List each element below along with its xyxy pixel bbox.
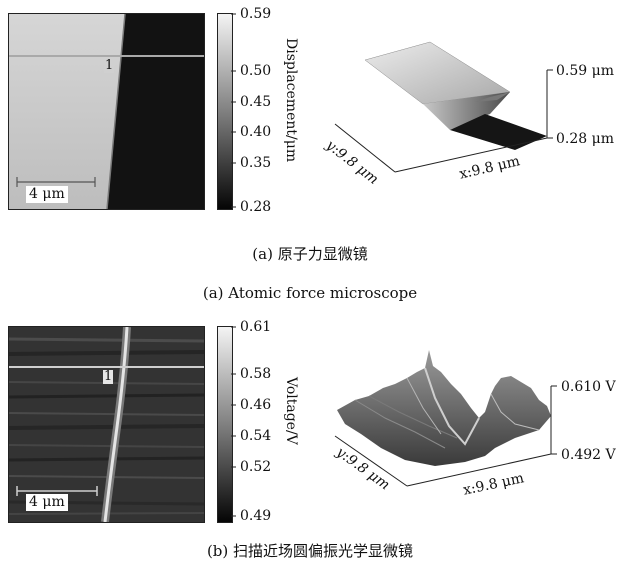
snom-line-marker: 1 [103,369,114,384]
afm-colorbar-tick: 0.40 [240,124,272,140]
afm-3d-min-label: 0.28 μm [556,131,614,147]
snom-3d-min-label: 0.492 V [561,447,616,463]
snom-colorbar-tick: 0.52 [240,459,272,475]
snom-colorbar-label: Voltage/V [283,377,299,445]
afm-line-marker: 1 [104,58,115,73]
afm-caption-chinese: (a) 原子力显微镜 [252,245,368,263]
snom-colorbar-tick: 0.58 [240,366,272,382]
afm-scale-bar-label: 4 μm [26,186,68,203]
snom-colorbar-ticks [231,326,236,517]
afm-colorbar-tick: 0.50 [240,63,272,79]
afm-colorbar-label: Displacement/μm [283,38,299,163]
snom-scale-bar-label: 4 μm [26,494,68,511]
snom-scan-texture [9,327,204,522]
snom-colorbar-tick: 0.54 [240,428,272,444]
afm-colorbar-tick: 0.59 [240,6,272,22]
snom-3d-surface [334,350,557,487]
afm-colorbar-ticks [231,13,236,208]
snom-colorbar-tick: 0.61 [240,319,272,335]
afm-scan-texture [9,14,204,209]
afm-colorbar-tick: 0.28 [240,199,272,215]
afm-caption-english: (a) Atomic force microscope [202,284,418,302]
snom-caption-chinese: (b) 扫描近场圆偏振光学显微镜 [206,542,414,560]
snom-colorbar-tick: 0.46 [240,397,272,413]
snom-colorbar [217,326,233,523]
afm-scan-image [8,13,205,210]
afm-colorbar [217,13,233,210]
snom-3d-max-label: 0.610 V [561,379,616,395]
snom-colorbar-tick: 0.49 [240,508,272,524]
snom-scan-image [8,326,205,523]
afm-colorbar-tick: 0.45 [240,94,272,110]
afm-3d-surface [334,41,553,173]
afm-colorbar-tick: 0.35 [240,155,272,171]
afm-3d-max-label: 0.59 μm [556,63,614,79]
